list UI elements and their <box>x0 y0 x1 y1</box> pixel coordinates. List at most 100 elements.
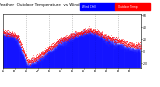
Point <box>121 41 123 42</box>
Point <box>98 32 101 34</box>
Point <box>33 60 35 61</box>
Point <box>136 43 139 44</box>
Point <box>49 47 52 49</box>
Point <box>33 58 36 60</box>
Point <box>136 44 139 45</box>
Point <box>111 36 113 38</box>
Point <box>122 42 124 43</box>
Point <box>26 60 29 61</box>
Point <box>109 38 112 40</box>
Point <box>36 56 39 58</box>
Point <box>67 38 70 39</box>
Point <box>125 43 128 45</box>
Point <box>133 46 136 47</box>
Point <box>117 41 119 43</box>
Point <box>32 58 35 59</box>
Point <box>75 35 78 36</box>
Point <box>3 31 6 32</box>
Point <box>134 47 136 49</box>
Point <box>39 56 41 57</box>
Point <box>72 33 75 34</box>
Point <box>128 43 131 45</box>
Point <box>68 35 71 36</box>
Point <box>119 40 122 41</box>
Point <box>78 31 81 32</box>
Point <box>107 34 109 36</box>
Point <box>31 59 34 61</box>
Point <box>23 51 25 52</box>
Point <box>116 38 118 40</box>
Point <box>93 29 96 30</box>
Point <box>119 39 122 41</box>
Point <box>109 36 112 38</box>
Point <box>51 43 54 44</box>
Point <box>51 48 54 49</box>
Point <box>69 35 72 36</box>
Point <box>96 30 99 31</box>
Point <box>112 39 114 41</box>
Point <box>82 30 84 31</box>
Point <box>112 41 115 43</box>
Point <box>138 45 140 46</box>
Point <box>108 36 110 38</box>
Point <box>111 37 114 38</box>
Point <box>124 41 126 43</box>
Point <box>74 33 76 35</box>
Point <box>78 32 81 34</box>
Point <box>60 40 63 41</box>
Point <box>80 32 83 33</box>
Point <box>54 44 56 46</box>
Point <box>48 46 50 47</box>
Point <box>64 37 66 39</box>
Point <box>125 43 128 45</box>
Point <box>94 33 97 35</box>
Point <box>47 46 50 48</box>
Point <box>137 45 140 46</box>
Point <box>80 31 82 33</box>
Point <box>46 47 49 48</box>
Point <box>110 37 112 39</box>
Point <box>93 31 95 32</box>
Point <box>108 37 110 39</box>
Point <box>38 54 41 55</box>
Point <box>70 32 73 33</box>
Point <box>55 44 57 46</box>
Point <box>65 41 68 42</box>
Point <box>87 31 90 32</box>
Point <box>29 61 31 63</box>
Point <box>40 55 43 57</box>
Point <box>66 36 69 38</box>
Point <box>46 49 48 51</box>
Point <box>112 39 115 40</box>
Point <box>8 35 11 36</box>
Point <box>58 39 61 41</box>
Point <box>131 44 134 46</box>
Point <box>4 32 7 33</box>
Point <box>43 52 46 53</box>
Point <box>66 36 68 38</box>
Point <box>14 34 17 36</box>
Point <box>16 37 18 39</box>
Point <box>41 51 44 52</box>
Point <box>81 32 84 34</box>
Point <box>119 42 121 44</box>
Point <box>37 56 40 58</box>
Point <box>10 34 12 35</box>
Point <box>82 33 84 34</box>
Point <box>132 47 135 48</box>
Point <box>77 32 80 34</box>
Point <box>52 46 54 48</box>
Point <box>113 39 116 40</box>
Point <box>88 25 90 27</box>
Point <box>91 30 93 31</box>
Point <box>30 59 32 60</box>
Point <box>19 44 21 45</box>
Point <box>101 33 104 35</box>
Point <box>106 35 109 37</box>
Point <box>39 54 41 56</box>
Point <box>113 39 116 40</box>
Point <box>18 39 20 40</box>
Point <box>69 36 71 38</box>
Point <box>52 46 55 47</box>
Point <box>125 46 128 47</box>
